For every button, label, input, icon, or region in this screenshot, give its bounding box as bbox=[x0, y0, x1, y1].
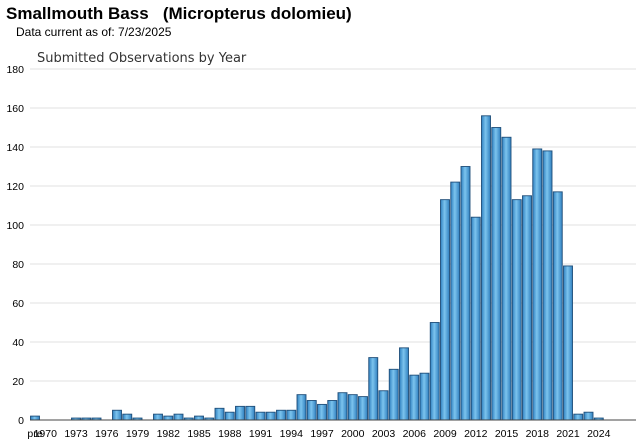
y-tick-label: 180 bbox=[6, 64, 24, 76]
bar-1993[interactable] bbox=[276, 409, 286, 421]
bar-2014[interactable] bbox=[491, 127, 502, 421]
bar-2008[interactable] bbox=[429, 322, 440, 421]
x-tick-label: 1997 bbox=[310, 428, 334, 440]
bar-2003[interactable] bbox=[378, 390, 389, 421]
bar-2015[interactable] bbox=[501, 136, 512, 421]
bar-2002[interactable] bbox=[368, 357, 379, 421]
bar-1995[interactable] bbox=[296, 394, 307, 421]
bar-2021[interactable] bbox=[563, 265, 573, 421]
bar-1996[interactable] bbox=[306, 400, 317, 421]
bar-2016[interactable] bbox=[511, 199, 522, 421]
x-tick-label: 2000 bbox=[341, 428, 365, 440]
bar-1978[interactable] bbox=[122, 413, 133, 421]
bar-1981[interactable] bbox=[153, 413, 163, 421]
bar-2011[interactable] bbox=[460, 166, 471, 421]
x-tick-label: 2021 bbox=[556, 428, 580, 440]
x-tick-label: 1970 bbox=[34, 428, 58, 440]
bar-2023[interactable] bbox=[583, 411, 594, 421]
bar-2009[interactable] bbox=[440, 199, 450, 421]
bar-1985[interactable] bbox=[194, 415, 204, 421]
species-title: Smallmouth Bass (Micropterus dolomieu) bbox=[6, 4, 352, 24]
bar-2007[interactable] bbox=[419, 372, 430, 421]
bar-2022[interactable] bbox=[573, 413, 584, 421]
y-tick-label: 0 bbox=[18, 415, 24, 427]
x-tick-label: pre bbox=[27, 428, 42, 440]
bar-2013[interactable] bbox=[481, 115, 491, 421]
x-tick-label: 2018 bbox=[526, 428, 550, 440]
y-tick-label: 140 bbox=[6, 142, 24, 154]
y-tick-label: 100 bbox=[6, 220, 24, 232]
x-tick-label: 2012 bbox=[464, 428, 488, 440]
bar-1997[interactable] bbox=[317, 403, 327, 421]
bar-2018[interactable] bbox=[532, 148, 543, 421]
bar-2010[interactable] bbox=[450, 181, 461, 421]
bar-2004[interactable] bbox=[388, 368, 399, 421]
x-tick-label: 1985 bbox=[187, 428, 211, 440]
x-tick-label: 1976 bbox=[95, 428, 119, 440]
bar-2000[interactable] bbox=[347, 394, 358, 421]
x-tick-label: 2024 bbox=[587, 428, 611, 440]
bar-1988[interactable] bbox=[224, 411, 235, 421]
bar-1999[interactable] bbox=[337, 392, 348, 421]
bar-1991[interactable] bbox=[255, 411, 266, 421]
y-tick-label: 80 bbox=[12, 259, 24, 271]
x-tick-label: 1991 bbox=[249, 428, 273, 440]
bar-1977[interactable] bbox=[112, 409, 122, 421]
bar-pre[interactable] bbox=[30, 415, 40, 421]
bar-1992[interactable] bbox=[265, 411, 276, 421]
y-tick-label: 40 bbox=[12, 337, 24, 349]
scientific-name: (Micropterus dolomieu) bbox=[162, 4, 352, 23]
bar-2001[interactable] bbox=[358, 396, 368, 421]
y-tick-label: 160 bbox=[6, 103, 24, 115]
x-tick-label: 2015 bbox=[495, 428, 519, 440]
bar-2006[interactable] bbox=[409, 374, 420, 421]
x-tick-label: 1994 bbox=[280, 428, 304, 440]
bar-1989[interactable] bbox=[235, 405, 245, 421]
bar-2012[interactable] bbox=[470, 216, 481, 421]
bar-1994[interactable] bbox=[286, 409, 297, 421]
x-tick-label: 2006 bbox=[403, 428, 427, 440]
x-tick-label: 1979 bbox=[126, 428, 150, 440]
data-current-date: Data current as of: 7/23/2025 bbox=[16, 25, 172, 39]
bar-1990[interactable] bbox=[245, 405, 256, 421]
common-name: Smallmouth Bass bbox=[6, 4, 149, 23]
x-tick-label: 2009 bbox=[433, 428, 457, 440]
bar-1987[interactable] bbox=[214, 407, 225, 421]
bar-1982[interactable] bbox=[163, 415, 174, 421]
x-tick-label: 2003 bbox=[372, 428, 396, 440]
bar-2017[interactable] bbox=[522, 195, 532, 421]
y-tick-label: 120 bbox=[6, 181, 24, 193]
x-tick-label: 1982 bbox=[157, 428, 181, 440]
y-tick-label: 60 bbox=[12, 298, 24, 310]
bar-1998[interactable] bbox=[327, 400, 338, 421]
x-tick-label: 1988 bbox=[218, 428, 242, 440]
bar-2019[interactable] bbox=[542, 150, 553, 421]
bar-1983[interactable] bbox=[173, 413, 184, 421]
bar-2020[interactable] bbox=[552, 191, 563, 421]
bar-2005[interactable] bbox=[399, 347, 409, 421]
chart-title: Submitted Observations by Year bbox=[37, 51, 247, 66]
x-tick-label: 1973 bbox=[64, 428, 88, 440]
y-tick-label: 20 bbox=[12, 376, 24, 388]
